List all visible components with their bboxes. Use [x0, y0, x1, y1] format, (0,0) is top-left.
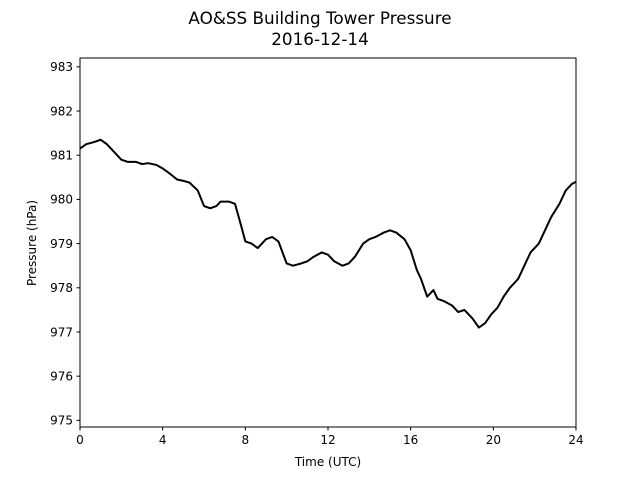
- x-tick-label: 0: [76, 433, 84, 447]
- y-tick-label: 983: [50, 60, 73, 74]
- y-tick-label: 975: [50, 414, 73, 428]
- y-tick-label: 978: [50, 281, 73, 295]
- plot-frame: [79, 57, 577, 428]
- pressure-series-line: [79, 138, 577, 329]
- chart-subtitle: 2016-12-14: [271, 29, 369, 49]
- y-tick-label: 977: [50, 325, 73, 339]
- x-axis-label: Time (UTC): [294, 455, 361, 469]
- x-tick-label: 20: [486, 433, 501, 447]
- chart-title: AO&SS Building Tower Pressure: [188, 8, 451, 28]
- y-tick-label: 982: [50, 104, 73, 118]
- y-tick-label: 976: [50, 369, 73, 383]
- y-tick-label: 979: [50, 237, 73, 251]
- plot-area: [79, 138, 577, 329]
- x-tick-label: 24: [568, 433, 583, 447]
- x-tick-label: 16: [403, 433, 418, 447]
- y-tick-label: 980: [50, 193, 73, 207]
- x-tick-label: 12: [320, 433, 335, 447]
- x-tick-label: 8: [242, 433, 250, 447]
- axis-ticks: 0 4 8 12 16 20 24 975 976 977 978 979 980 981 982 983: [50, 60, 584, 447]
- y-axis-label: Pressure (hPa): [25, 200, 39, 286]
- y-tick-label: 981: [50, 149, 73, 163]
- x-tick-label: 4: [159, 433, 167, 447]
